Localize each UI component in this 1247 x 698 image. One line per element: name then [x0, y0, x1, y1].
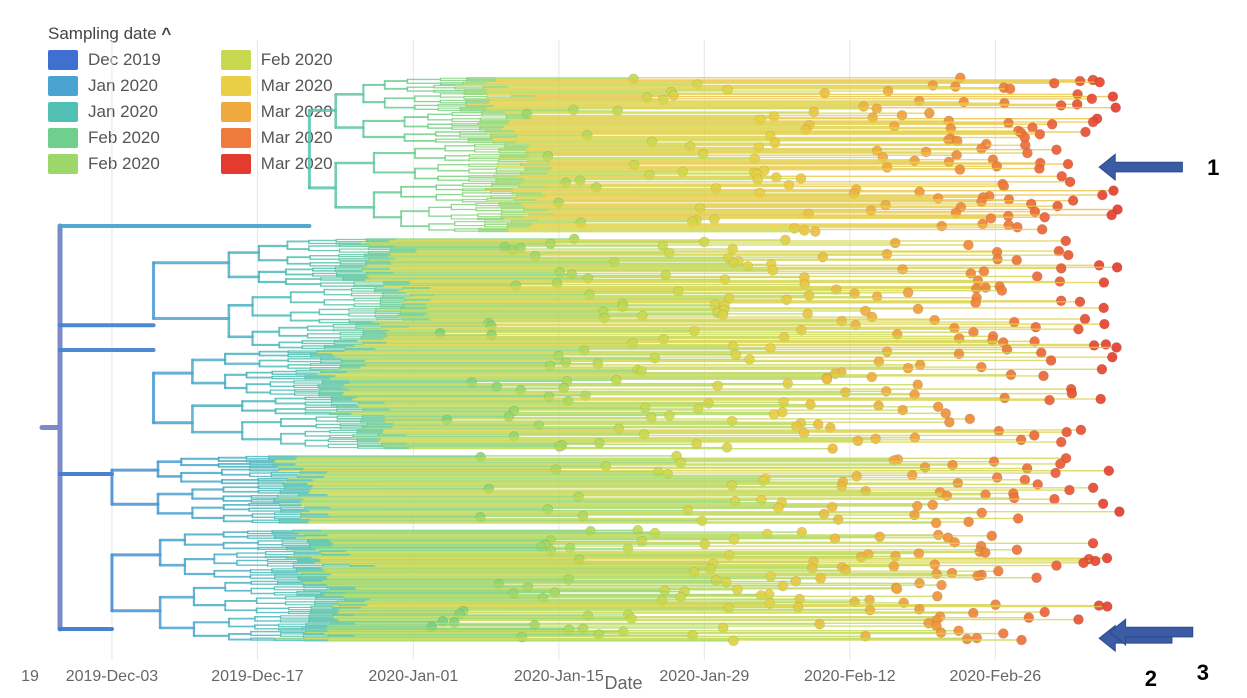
annotation-arrow: [1099, 154, 1182, 180]
x-axis-title: Date: [0, 673, 1247, 694]
axis-corner-label: 19: [21, 668, 39, 686]
x-tick-label: 2020-Feb-26: [949, 668, 1041, 686]
annotation-label: 2: [1145, 666, 1157, 692]
x-tick-label: 2019-Dec-17: [211, 668, 304, 686]
x-tick-label: 2020-Feb-12: [804, 668, 896, 686]
annotation-label: 1: [1207, 155, 1219, 181]
x-tick-label: 2019-Dec-03: [66, 668, 159, 686]
x-tick-label: 2020-Jan-15: [514, 668, 604, 686]
x-tick-label: 2020-Jan-01: [368, 668, 458, 686]
x-tick-label: 2020-Jan-29: [659, 668, 749, 686]
phylogeny-chart[interactable]: [0, 0, 1247, 698]
annotation-label: 3: [1197, 660, 1209, 686]
